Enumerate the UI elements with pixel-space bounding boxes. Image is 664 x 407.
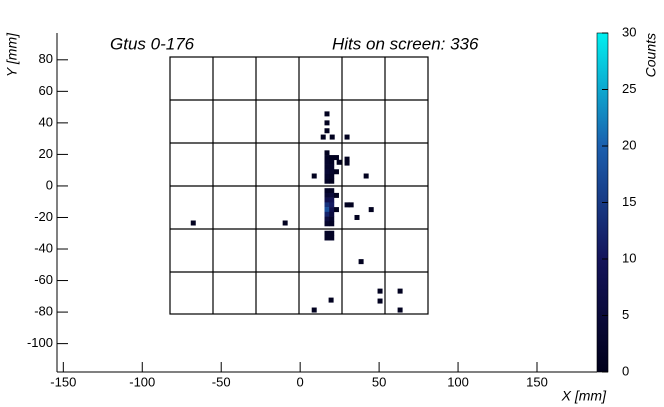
heat-cell [324,192,330,198]
x-tick-label: 100 [447,374,469,389]
detector-grid [169,56,429,315]
heat-cell [354,214,360,220]
heat-cell [329,164,335,170]
heat-cell [344,134,350,140]
heat-cell [324,230,330,236]
heat-cell [329,188,335,194]
heat-cell [190,220,196,226]
heat-cell [344,202,350,208]
heat-cell [329,159,335,165]
heat-cell [329,134,335,140]
colorbar-tick-label: 0 [622,363,629,378]
y-tick-label: 60 [39,83,53,98]
heat-cell [329,235,335,241]
heat-cell [324,207,330,213]
heat-cell [311,173,317,179]
heat-cell [329,221,335,227]
heat-cell [329,207,335,213]
heat-cell [397,307,403,313]
heat-cell [324,120,330,126]
heat-cell [324,155,330,161]
heat-cell [328,297,334,303]
heat-cell [344,156,350,162]
heat-cell [348,202,354,208]
heat-cell [368,207,374,213]
x-tick-label: -50 [212,374,231,389]
y-tick-label: -20 [34,209,53,224]
y-tick-label: -40 [34,240,53,255]
heat-cell [329,173,335,179]
heat-cell [324,150,330,156]
y-tick-label: 20 [39,146,53,161]
y-tick-label: -100 [27,335,53,350]
chart-subtitle: Hits on screen: 336 [332,34,479,53]
heat-cell [333,155,339,161]
x-axis-label: X [mm] [561,388,607,404]
heat-cell [329,230,335,236]
x-tick-label: 0 [297,374,304,389]
heat-cell [324,202,330,208]
x-tick-label: 50 [372,374,386,389]
heat-cell [329,178,335,184]
y-tick-label: -60 [34,272,53,287]
heat-cell [336,159,342,165]
heat-cell [329,197,335,203]
x-tick-label: -100 [129,374,155,389]
heat-cell [324,211,330,217]
y-tick-label: -80 [34,304,53,319]
heat-cell [377,298,383,304]
heat-cell [324,235,330,241]
x-tick-label: -150 [50,374,76,389]
heat-cell [324,128,330,134]
heat-cell [320,134,326,140]
heat-cell [377,288,383,294]
heat-cell [324,164,330,170]
x-tick-label: 150 [526,374,548,389]
heat-cell [333,192,339,198]
heat-cell [282,220,288,226]
y-axis-label: Y [mm] [4,32,20,77]
heat-cell [324,111,330,117]
colorbar-tick-label: 15 [622,194,636,209]
heat-cell [333,169,339,175]
heat-cell [333,207,339,213]
colorbar-tick-label: 10 [622,250,636,265]
heat-cell [324,221,330,227]
chart-title: Gtus 0-176 [110,34,195,53]
heat-cell [324,197,330,203]
heat-cell [363,173,369,179]
heat-cell [324,188,330,194]
heat-cell [397,288,403,294]
heat-cell [329,202,335,208]
heat-cell [344,160,350,166]
heat-cell [329,211,335,217]
heat-cell [324,173,330,179]
colorbar-tick-label: 5 [622,307,629,322]
heat-cell [329,155,335,161]
cells [190,111,403,313]
colorbar-tick-label: 25 [622,81,636,96]
heat-cell [358,259,364,265]
colorbar-label: Counts [643,33,659,77]
heat-cell [311,307,317,313]
heat-cell [324,159,330,165]
y-tick-label: 0 [46,177,53,192]
heat-cell [329,216,335,222]
heat-cell [324,169,330,175]
heat-cell [329,169,335,175]
y-tick-label: 80 [39,51,53,66]
y-tick-label: 40 [39,114,53,129]
heat-cell [329,192,335,198]
heat-cell [324,178,330,184]
colorbar-tick-label: 20 [622,137,636,152]
colorbar-tick-label: 30 [622,24,636,39]
heat-cell [324,216,330,222]
